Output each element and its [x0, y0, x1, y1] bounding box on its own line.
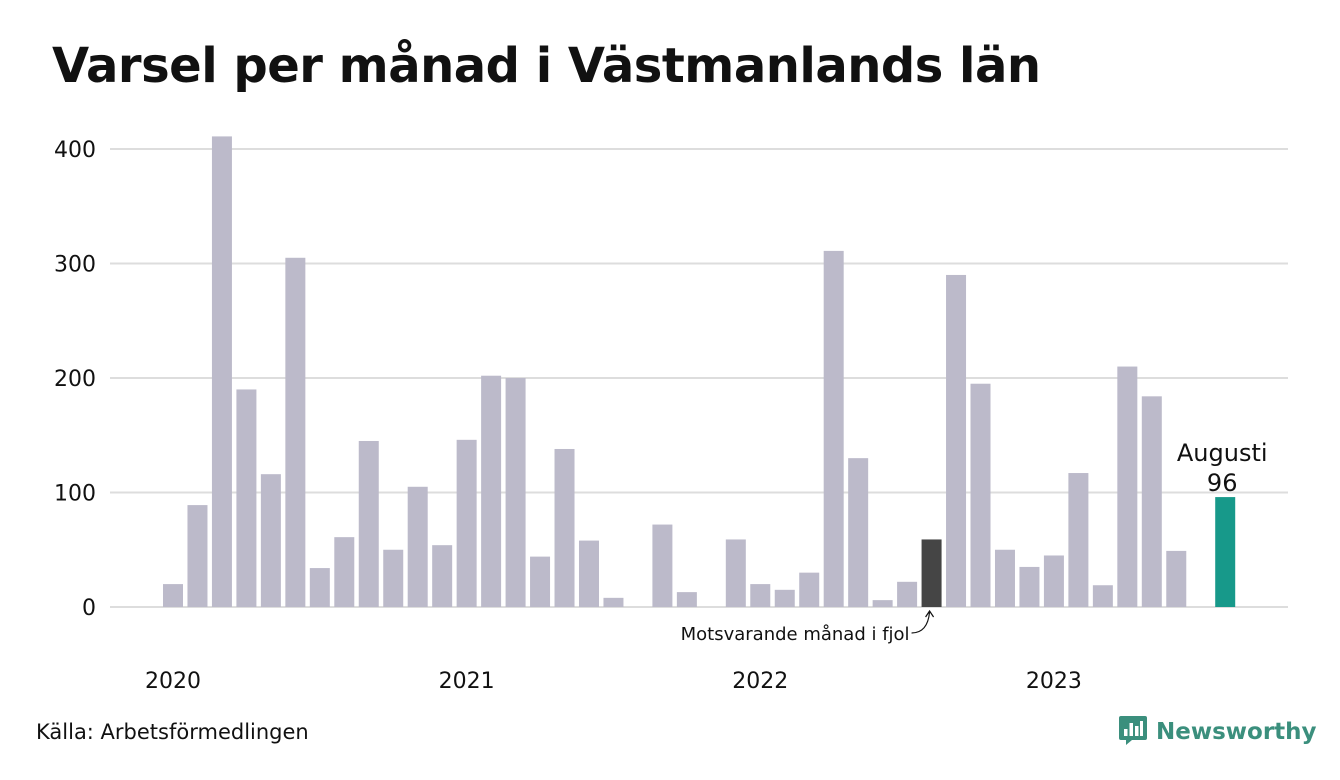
- bar: [432, 545, 453, 607]
- brand-name: Newsworthy: [1156, 719, 1317, 745]
- y-tick-label: 0: [82, 596, 96, 621]
- bar: [603, 597, 624, 607]
- bar: [187, 505, 208, 607]
- bar: [1019, 566, 1040, 607]
- bar: [725, 539, 746, 607]
- source-note: Källa: Arbetsförmedlingen: [36, 720, 309, 744]
- bar: [334, 537, 355, 607]
- bar: [946, 274, 967, 607]
- bar: [676, 592, 697, 607]
- comparison-arrow: [911, 609, 935, 634]
- comparison-annotation: Motsvarande månad i fjol: [681, 624, 910, 645]
- x-tick-label: 2021: [439, 669, 495, 694]
- bar: [456, 439, 477, 607]
- bar: [970, 383, 991, 607]
- callout-value: 96: [1207, 469, 1238, 497]
- bar: [211, 136, 232, 607]
- bar: [530, 556, 551, 607]
- bar: [163, 584, 183, 607]
- y-tick-label: 100: [54, 482, 96, 507]
- bar: [1068, 473, 1089, 607]
- bar: [481, 375, 502, 607]
- bar: [1141, 396, 1162, 607]
- gridlines: [110, 148, 1288, 608]
- bar: [774, 589, 795, 607]
- callout-month: Augusti: [1177, 439, 1268, 467]
- bars: [163, 136, 1236, 607]
- bar: [652, 524, 673, 607]
- y-tick-label: 400: [54, 138, 96, 163]
- y-axis: 0 100 200 300 400: [54, 138, 96, 621]
- newsworthy-logo-icon: [1118, 714, 1148, 750]
- x-tick-label: 2020: [145, 669, 201, 694]
- x-axis-years: 2020 2021 2022 2023: [145, 669, 1082, 694]
- bar: [848, 458, 869, 607]
- bar: [236, 389, 257, 607]
- bar-comparison: [921, 539, 942, 607]
- annotations: Motsvarande månad i fjol Augusti 96: [681, 439, 1268, 645]
- bar: [897, 581, 918, 607]
- x-tick-label: 2022: [732, 669, 788, 694]
- bar: [260, 474, 281, 607]
- bar: [799, 572, 820, 607]
- y-tick-label: 300: [54, 253, 96, 278]
- chart-title: Varsel per månad i Västmanlands län: [52, 38, 1041, 94]
- bar: [1043, 555, 1064, 607]
- bar: [750, 584, 771, 607]
- bar: [872, 600, 893, 607]
- bar: [1092, 585, 1113, 607]
- bar: [309, 568, 330, 607]
- bar: [578, 540, 599, 607]
- y-tick-label: 200: [54, 367, 96, 392]
- bar-current: [1215, 497, 1236, 607]
- bar: [407, 486, 428, 607]
- bar: [358, 440, 379, 607]
- bar: [383, 549, 404, 607]
- brand-logo[interactable]: Newsworthy: [1118, 714, 1317, 750]
- bar: [285, 257, 306, 607]
- bar: [823, 250, 844, 607]
- bar: [994, 549, 1015, 607]
- bar: [505, 378, 526, 607]
- bar: [1117, 366, 1138, 607]
- x-tick-label: 2023: [1026, 669, 1082, 694]
- bar: [554, 448, 575, 607]
- bar: [1166, 550, 1187, 607]
